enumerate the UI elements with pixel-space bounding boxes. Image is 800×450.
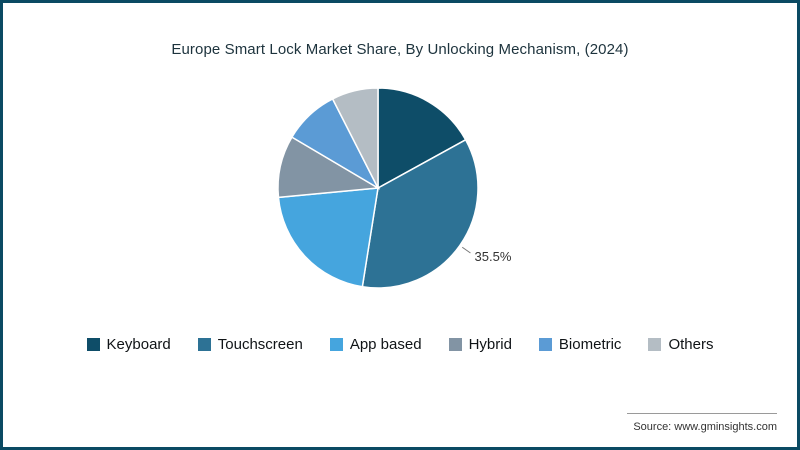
pie-slice-others bbox=[331, 87, 379, 189]
legend: Keyboard Touchscreen App based Hybrid Biomet… bbox=[3, 336, 797, 353]
legend-swatch-others bbox=[648, 338, 662, 351]
legend-item-touchscreen: Touchscreen bbox=[197, 336, 303, 353]
legend-label-biometric: Biometric bbox=[558, 336, 622, 353]
legend-swatch-keyboard bbox=[86, 338, 100, 351]
legend-swatch-touchscreen bbox=[197, 338, 211, 351]
legend-swatch-biometric bbox=[538, 338, 552, 351]
legend-swatch-app-based bbox=[329, 338, 343, 351]
data-label-leader bbox=[461, 246, 471, 254]
legend-label-keyboard: Keyboard bbox=[106, 336, 171, 353]
legend-label-app-based: App based bbox=[349, 336, 422, 353]
legend-item-others: Others bbox=[648, 336, 713, 353]
chart-title: Europe Smart Lock Market Share, By Unloc… bbox=[171, 41, 629, 58]
pie-slice-keyboard bbox=[377, 87, 467, 190]
pie-chart: 35.5% bbox=[277, 87, 512, 289]
legend-label-touchscreen: Touchscreen bbox=[217, 336, 303, 353]
legend-item-keyboard: Keyboard bbox=[86, 336, 171, 353]
pie-slice-app-based bbox=[277, 187, 379, 288]
legend-label-others: Others bbox=[668, 336, 714, 353]
legend-item-biometric: Biometric bbox=[538, 336, 622, 353]
legend-item-app-based: App based bbox=[329, 336, 422, 353]
source-text: Source: www.gminsights.com bbox=[633, 421, 777, 433]
legend-label-hybrid: Hybrid bbox=[468, 336, 512, 353]
source-divider bbox=[627, 413, 777, 414]
pie-slice-touchscreen bbox=[361, 138, 479, 289]
pie-data-label: 35.5% bbox=[475, 249, 512, 264]
legend-item-hybrid: Hybrid bbox=[448, 336, 512, 353]
legend-swatch-hybrid bbox=[448, 338, 462, 351]
